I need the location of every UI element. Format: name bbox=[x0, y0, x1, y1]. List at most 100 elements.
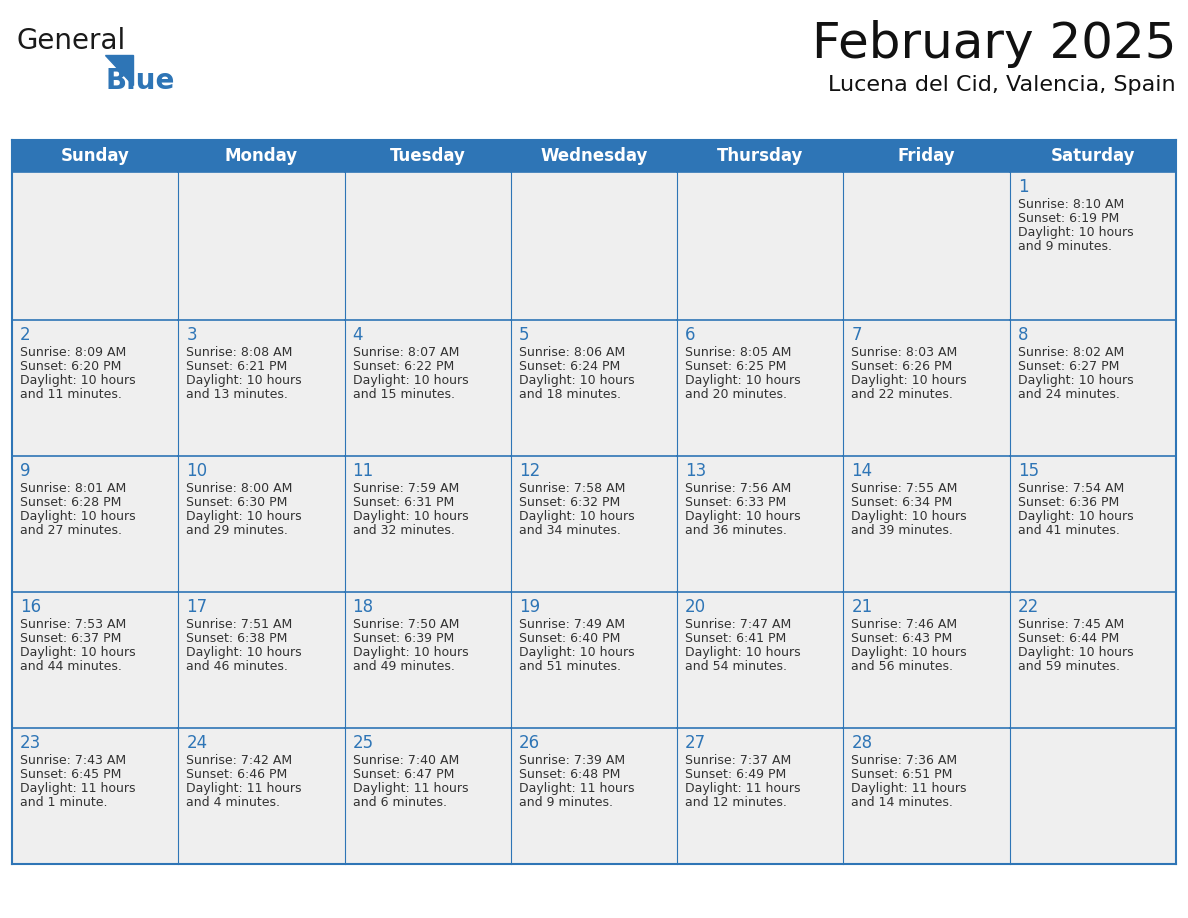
Text: Sunrise: 7:42 AM: Sunrise: 7:42 AM bbox=[187, 754, 292, 767]
Text: and 46 minutes.: and 46 minutes. bbox=[187, 660, 289, 673]
Text: Sunset: 6:26 PM: Sunset: 6:26 PM bbox=[852, 360, 953, 373]
Text: Daylight: 10 hours: Daylight: 10 hours bbox=[187, 510, 302, 523]
Text: 22: 22 bbox=[1018, 598, 1040, 616]
Text: Sunrise: 7:36 AM: Sunrise: 7:36 AM bbox=[852, 754, 958, 767]
Text: Daylight: 10 hours: Daylight: 10 hours bbox=[187, 646, 302, 659]
Bar bbox=[345, 140, 511, 172]
Bar bbox=[12, 456, 178, 592]
Bar bbox=[345, 728, 511, 864]
Text: Sunset: 6:44 PM: Sunset: 6:44 PM bbox=[1018, 632, 1119, 645]
Bar bbox=[178, 728, 345, 864]
Text: Daylight: 10 hours: Daylight: 10 hours bbox=[519, 510, 634, 523]
Text: and 54 minutes.: and 54 minutes. bbox=[685, 660, 788, 673]
Bar bbox=[677, 592, 843, 728]
Bar bbox=[511, 140, 677, 172]
Text: Sunrise: 7:51 AM: Sunrise: 7:51 AM bbox=[187, 618, 292, 631]
Bar bbox=[843, 728, 1010, 864]
Text: Sunset: 6:41 PM: Sunset: 6:41 PM bbox=[685, 632, 786, 645]
Bar bbox=[178, 592, 345, 728]
Text: Sunset: 6:46 PM: Sunset: 6:46 PM bbox=[187, 768, 287, 781]
Bar bbox=[1010, 456, 1176, 592]
Text: Sunrise: 8:03 AM: Sunrise: 8:03 AM bbox=[852, 346, 958, 359]
Text: and 41 minutes.: and 41 minutes. bbox=[1018, 524, 1119, 537]
Text: Sunset: 6:19 PM: Sunset: 6:19 PM bbox=[1018, 212, 1119, 225]
Text: 14: 14 bbox=[852, 462, 872, 480]
Text: 18: 18 bbox=[353, 598, 374, 616]
Text: Daylight: 11 hours: Daylight: 11 hours bbox=[519, 782, 634, 795]
Bar bbox=[511, 456, 677, 592]
Text: Sunset: 6:39 PM: Sunset: 6:39 PM bbox=[353, 632, 454, 645]
Bar bbox=[511, 592, 677, 728]
Text: Sunset: 6:36 PM: Sunset: 6:36 PM bbox=[1018, 496, 1119, 509]
Text: and 36 minutes.: and 36 minutes. bbox=[685, 524, 786, 537]
Text: 28: 28 bbox=[852, 734, 872, 752]
Text: Sunrise: 7:47 AM: Sunrise: 7:47 AM bbox=[685, 618, 791, 631]
Text: Sunset: 6:37 PM: Sunset: 6:37 PM bbox=[20, 632, 121, 645]
Text: Sunrise: 8:10 AM: Sunrise: 8:10 AM bbox=[1018, 198, 1124, 211]
Text: and 49 minutes.: and 49 minutes. bbox=[353, 660, 455, 673]
Text: 2: 2 bbox=[20, 326, 31, 344]
Text: Sunrise: 7:56 AM: Sunrise: 7:56 AM bbox=[685, 482, 791, 495]
Text: and 15 minutes.: and 15 minutes. bbox=[353, 388, 455, 401]
Text: 15: 15 bbox=[1018, 462, 1038, 480]
Text: Sunset: 6:24 PM: Sunset: 6:24 PM bbox=[519, 360, 620, 373]
Text: Sunset: 6:40 PM: Sunset: 6:40 PM bbox=[519, 632, 620, 645]
Text: Sunrise: 8:07 AM: Sunrise: 8:07 AM bbox=[353, 346, 459, 359]
Text: 21: 21 bbox=[852, 598, 873, 616]
Text: 24: 24 bbox=[187, 734, 208, 752]
Text: Lucena del Cid, Valencia, Spain: Lucena del Cid, Valencia, Spain bbox=[828, 75, 1176, 95]
Text: and 9 minutes.: and 9 minutes. bbox=[519, 796, 613, 809]
Text: 3: 3 bbox=[187, 326, 197, 344]
Text: Thursday: Thursday bbox=[718, 147, 803, 165]
Text: Sunset: 6:43 PM: Sunset: 6:43 PM bbox=[852, 632, 953, 645]
Text: Daylight: 10 hours: Daylight: 10 hours bbox=[685, 510, 801, 523]
Text: Sunrise: 7:59 AM: Sunrise: 7:59 AM bbox=[353, 482, 459, 495]
Bar bbox=[677, 140, 843, 172]
Text: and 22 minutes.: and 22 minutes. bbox=[852, 388, 953, 401]
Text: Daylight: 10 hours: Daylight: 10 hours bbox=[353, 510, 468, 523]
Bar bbox=[677, 320, 843, 456]
Text: and 4 minutes.: and 4 minutes. bbox=[187, 796, 280, 809]
Bar bbox=[12, 320, 178, 456]
Text: and 44 minutes.: and 44 minutes. bbox=[20, 660, 122, 673]
Bar bbox=[178, 320, 345, 456]
Text: Sunset: 6:28 PM: Sunset: 6:28 PM bbox=[20, 496, 121, 509]
Text: Daylight: 10 hours: Daylight: 10 hours bbox=[685, 374, 801, 387]
Text: 25: 25 bbox=[353, 734, 374, 752]
Text: 10: 10 bbox=[187, 462, 208, 480]
Text: and 12 minutes.: and 12 minutes. bbox=[685, 796, 786, 809]
Text: General: General bbox=[17, 27, 126, 55]
Text: 12: 12 bbox=[519, 462, 541, 480]
Text: Sunrise: 8:00 AM: Sunrise: 8:00 AM bbox=[187, 482, 292, 495]
Polygon shape bbox=[105, 55, 133, 85]
Text: Blue: Blue bbox=[105, 67, 175, 95]
Text: Daylight: 10 hours: Daylight: 10 hours bbox=[1018, 510, 1133, 523]
Text: and 32 minutes.: and 32 minutes. bbox=[353, 524, 455, 537]
Text: and 27 minutes.: and 27 minutes. bbox=[20, 524, 122, 537]
Text: and 51 minutes.: and 51 minutes. bbox=[519, 660, 621, 673]
Text: and 13 minutes.: and 13 minutes. bbox=[187, 388, 289, 401]
Text: Daylight: 10 hours: Daylight: 10 hours bbox=[20, 510, 135, 523]
Text: and 39 minutes.: and 39 minutes. bbox=[852, 524, 953, 537]
Bar bbox=[511, 728, 677, 864]
Text: Sunset: 6:32 PM: Sunset: 6:32 PM bbox=[519, 496, 620, 509]
Text: February 2025: February 2025 bbox=[811, 20, 1176, 68]
Text: Sunrise: 7:53 AM: Sunrise: 7:53 AM bbox=[20, 618, 126, 631]
Text: Daylight: 11 hours: Daylight: 11 hours bbox=[685, 782, 801, 795]
Text: 26: 26 bbox=[519, 734, 541, 752]
Text: Daylight: 10 hours: Daylight: 10 hours bbox=[1018, 374, 1133, 387]
Text: and 1 minute.: and 1 minute. bbox=[20, 796, 107, 809]
Text: 5: 5 bbox=[519, 326, 530, 344]
Text: Wednesday: Wednesday bbox=[541, 147, 647, 165]
Text: Sunrise: 7:43 AM: Sunrise: 7:43 AM bbox=[20, 754, 126, 767]
Text: and 29 minutes.: and 29 minutes. bbox=[187, 524, 289, 537]
Text: Daylight: 10 hours: Daylight: 10 hours bbox=[1018, 646, 1133, 659]
Text: Daylight: 10 hours: Daylight: 10 hours bbox=[685, 646, 801, 659]
Bar bbox=[843, 172, 1010, 320]
Text: and 11 minutes.: and 11 minutes. bbox=[20, 388, 122, 401]
Text: and 56 minutes.: and 56 minutes. bbox=[852, 660, 954, 673]
Text: Sunset: 6:21 PM: Sunset: 6:21 PM bbox=[187, 360, 287, 373]
Text: Daylight: 10 hours: Daylight: 10 hours bbox=[852, 646, 967, 659]
Text: Daylight: 11 hours: Daylight: 11 hours bbox=[20, 782, 135, 795]
Bar bbox=[178, 140, 345, 172]
